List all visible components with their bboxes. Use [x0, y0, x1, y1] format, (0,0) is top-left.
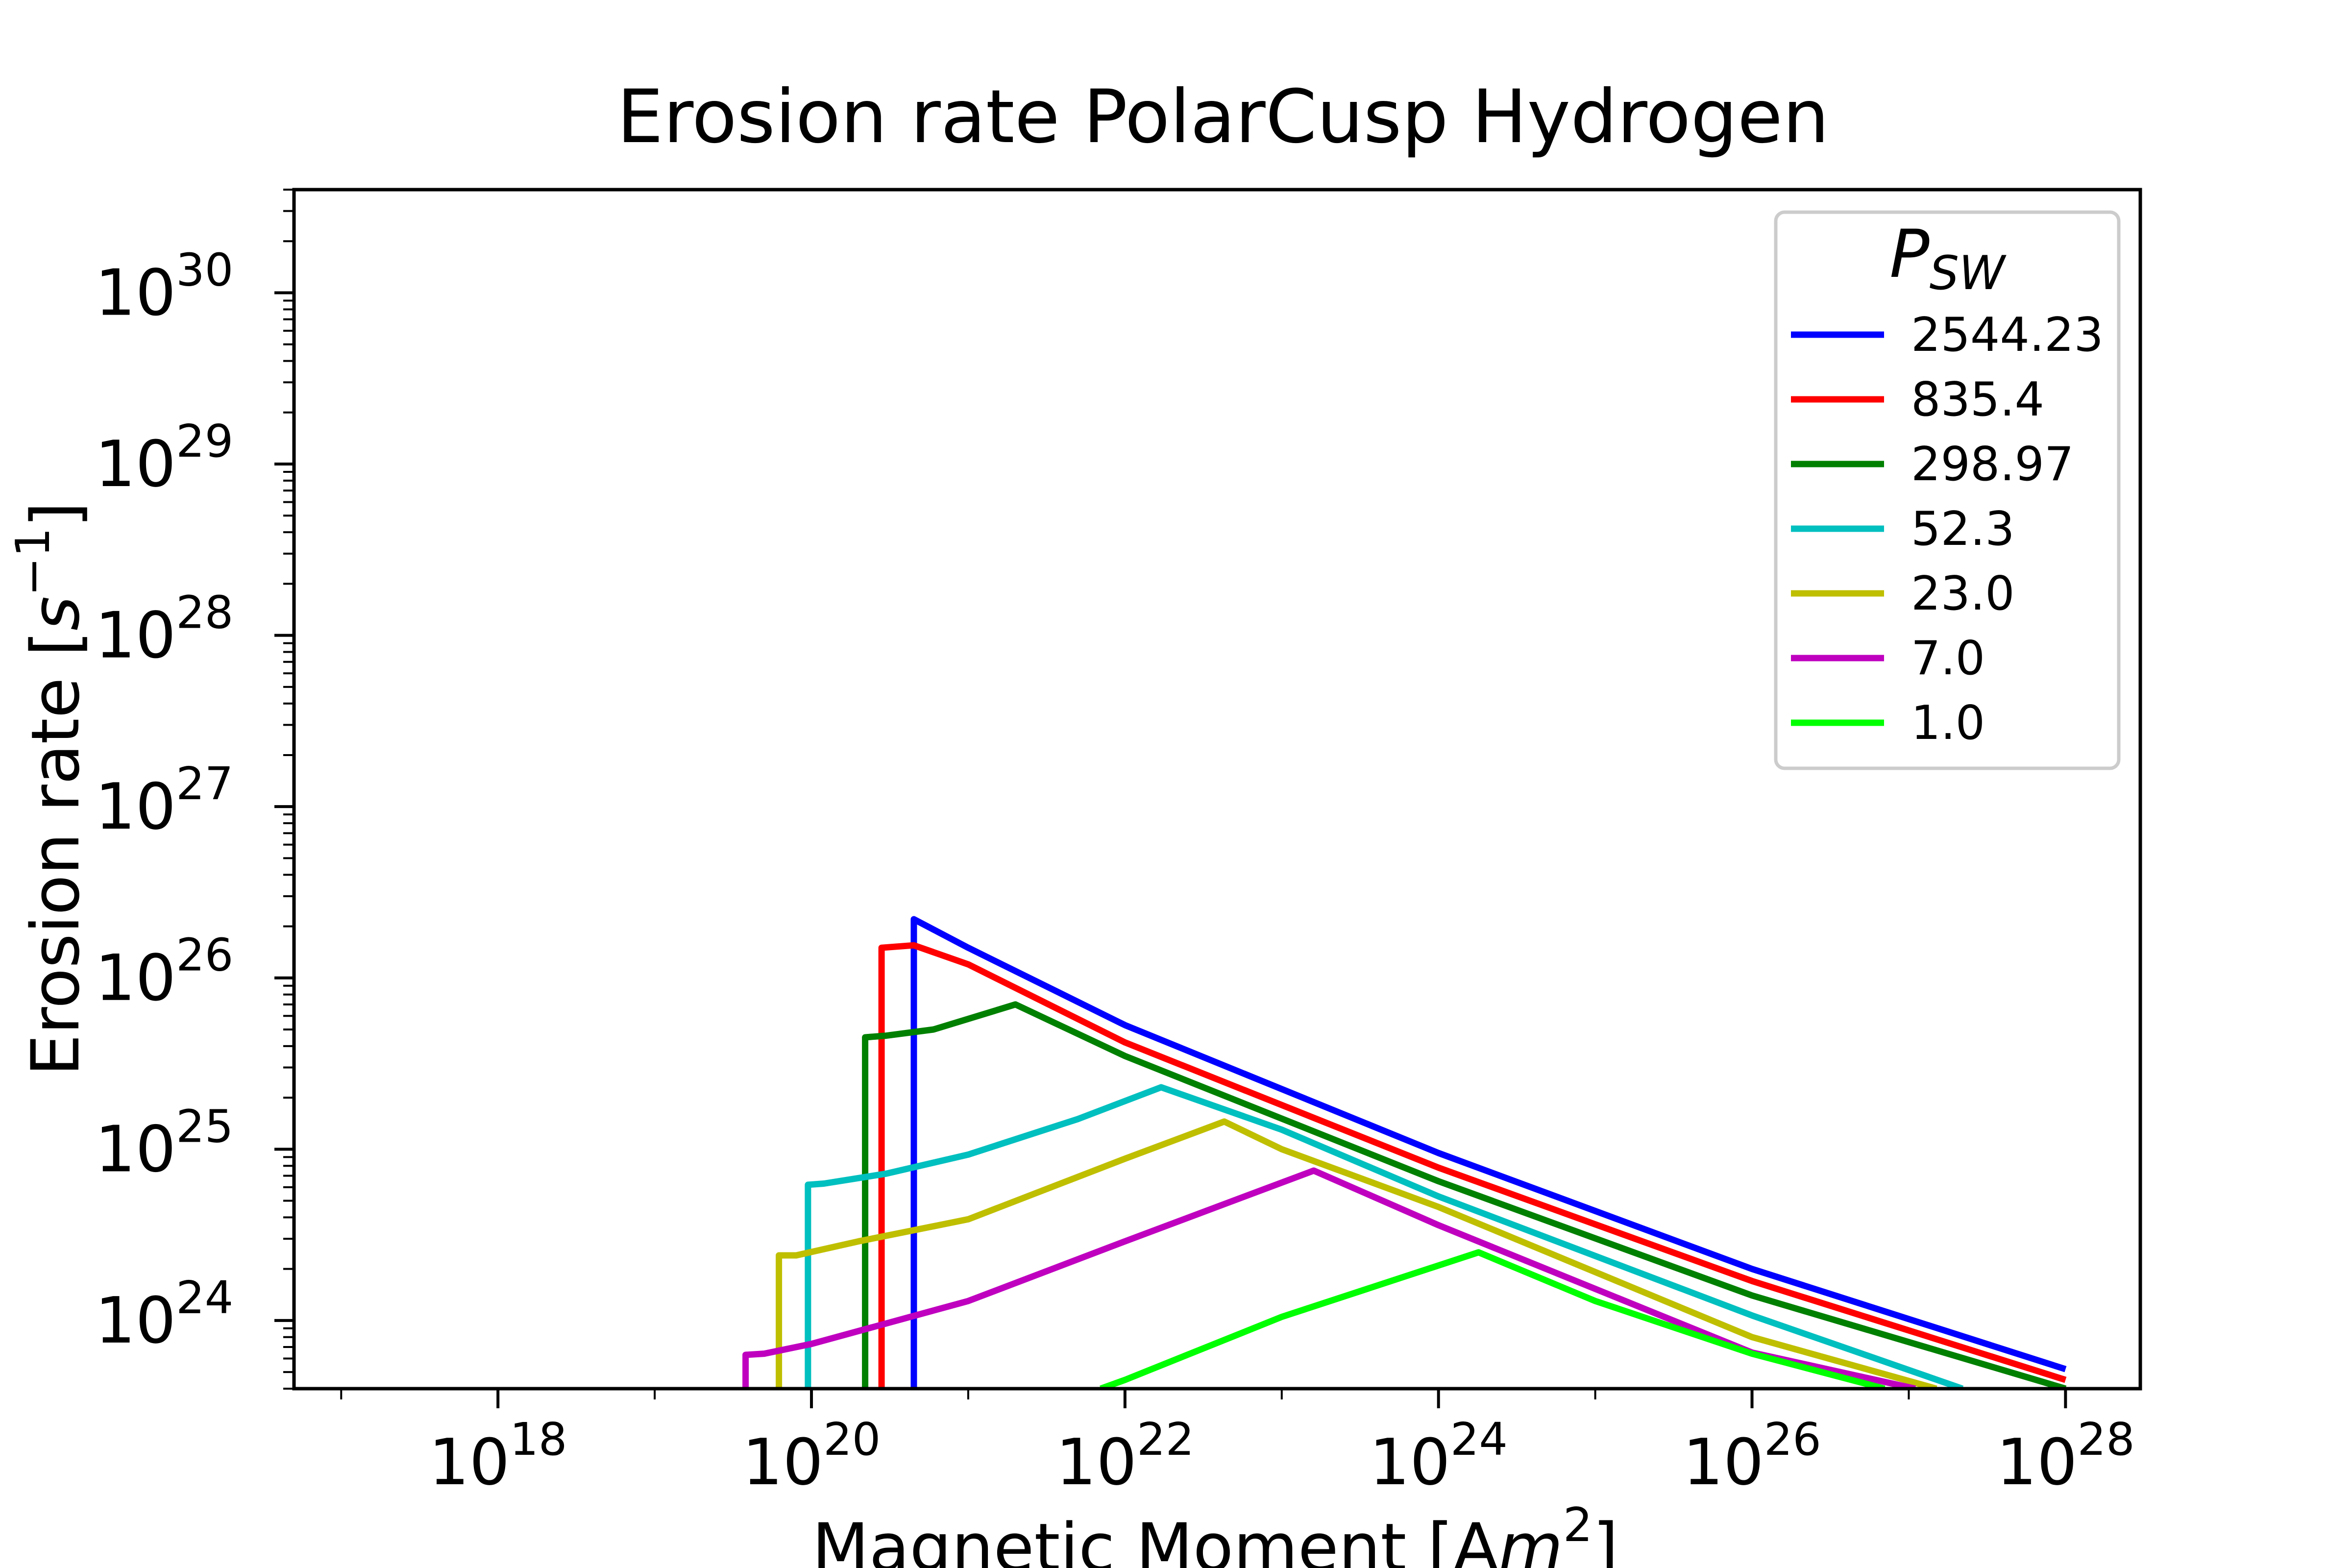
y-axis: 1024 1025 1026 1027 1028 1029 1030	[95, 189, 294, 1390]
x-tick-label-5: 1028	[1996, 1413, 2135, 1499]
x-tick-label-2: 1022	[1056, 1413, 1195, 1499]
y-axis-title-text: Erosion rate [	[17, 631, 94, 1076]
y-tick-label-0: 1024	[95, 1272, 234, 1358]
y-axis-title: Erosion rate [s−1]	[6, 502, 94, 1076]
x-axis-title: Magnetic Moment [Am2]	[812, 1498, 1618, 1568]
legend-label-4: 23.0	[1911, 567, 2015, 621]
y-tick-label-4: 1028	[95, 587, 234, 673]
x-tick-label-3: 1024	[1369, 1413, 1508, 1499]
legend-label-6: 1.0	[1911, 696, 1985, 750]
x-tick-label-0: 1018	[429, 1413, 567, 1499]
legend-label-0: 2544.23	[1911, 308, 2104, 362]
x-axis-title-text: Magnetic Moment [A	[812, 1509, 1498, 1568]
legend-box	[1774, 210, 2121, 770]
x-axis-title-suffix: ]	[1592, 1509, 1618, 1568]
legend-title-sub: SW	[1930, 246, 2007, 300]
plot-frame	[292, 188, 2142, 1391]
series-line-3	[805, 1084, 1964, 1389]
x-axis-title-italic: m	[1498, 1509, 1563, 1568]
y-tick-label-1: 1025	[95, 1100, 234, 1186]
y-axis-title-sup: −1	[6, 528, 60, 596]
y-tick-label-2: 1026	[95, 929, 234, 1015]
y-axis-title-suffix: ]	[17, 502, 94, 528]
legend-title-base: P	[1889, 216, 1930, 293]
series-line-6	[1100, 1249, 1886, 1389]
plot-area	[742, 916, 2067, 1389]
x-axis-title-sup: 2	[1563, 1498, 1592, 1552]
legend: PSW 2544.23 835.4 298.97 52.3 23.0 7.0 1.0	[1774, 210, 2121, 770]
x-axis: 1018 1020 1022 1024 1026 1028	[340, 1389, 2135, 1499]
series-line-4	[776, 1118, 1937, 1389]
y-axis-title-italic: s	[17, 596, 94, 631]
series-line-1	[878, 942, 2067, 1389]
chart-title: Erosion rate PolarCusp Hydrogen	[617, 74, 1829, 160]
y-tick-label-3: 1027	[95, 758, 234, 844]
y-tick-label-6: 1030	[95, 244, 234, 330]
series-line-2	[862, 1001, 2067, 1389]
legend-label-1: 835.4	[1911, 373, 2044, 427]
y-tick-label-5: 1029	[95, 415, 234, 501]
x-tick-label-1: 1020	[742, 1413, 881, 1499]
legend-title: PSW	[1889, 216, 2007, 300]
legend-entries: 2544.23 835.4 298.97 52.3 23.0 7.0 1.0	[1791, 308, 2104, 750]
x-tick-label-4: 1026	[1683, 1413, 1821, 1499]
series-line-5	[742, 1167, 1916, 1389]
legend-label-3: 52.3	[1911, 502, 2015, 556]
series-line-0	[910, 916, 2067, 1389]
legend-label-5: 7.0	[1911, 632, 1985, 686]
legend-label-2: 298.97	[1911, 438, 2074, 491]
